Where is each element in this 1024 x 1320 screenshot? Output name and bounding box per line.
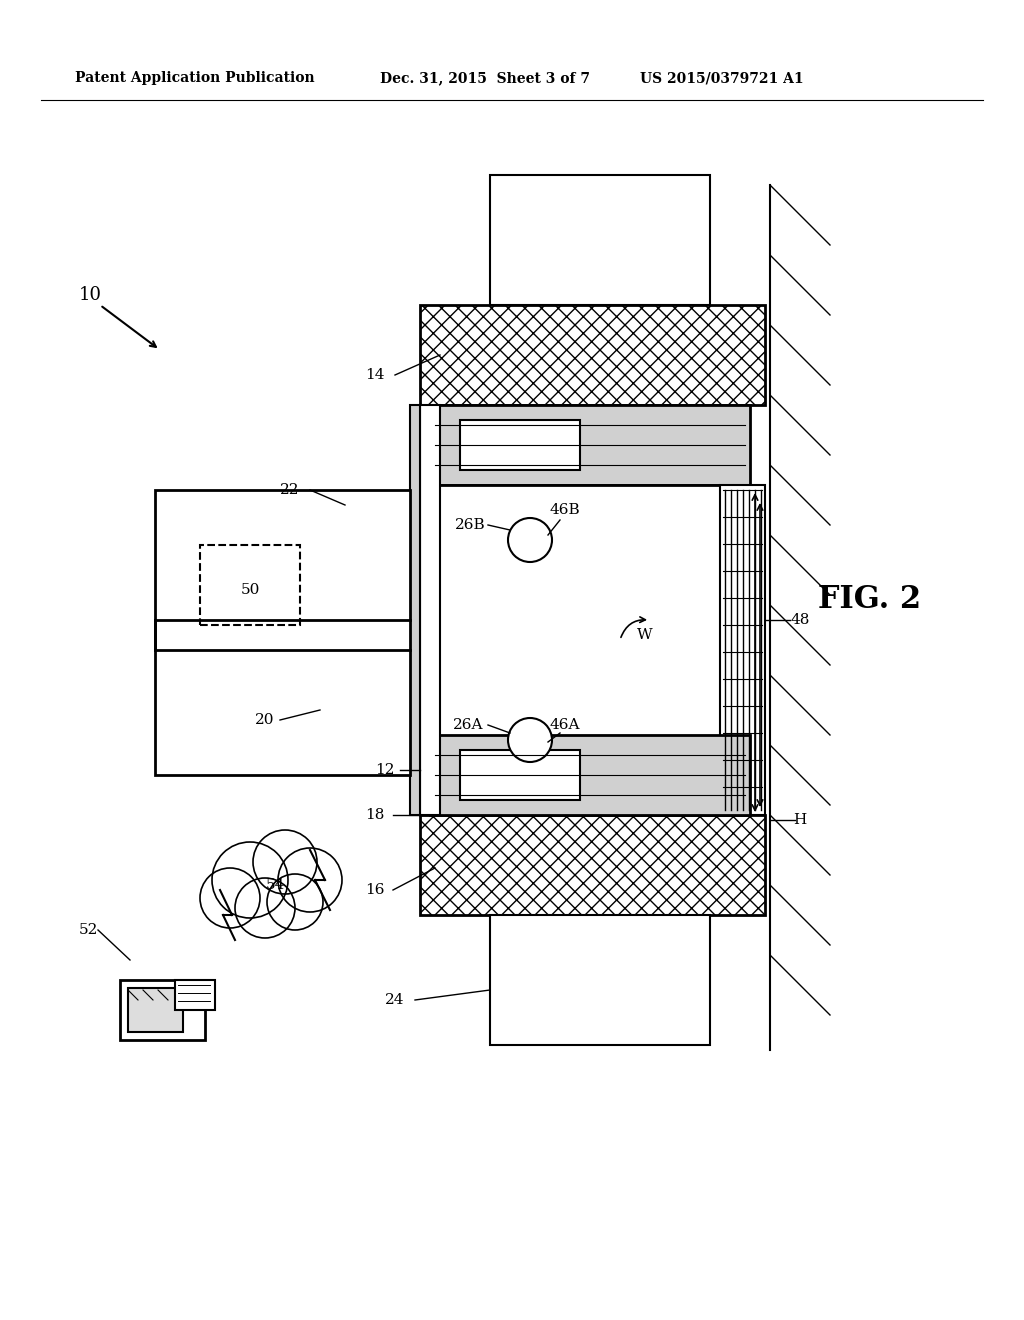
Text: 12: 12: [375, 763, 394, 777]
Text: 54: 54: [265, 878, 285, 892]
Text: 46A: 46A: [550, 718, 581, 733]
Text: 22: 22: [281, 483, 300, 498]
Text: FIG. 2: FIG. 2: [818, 585, 922, 615]
Bar: [430, 484, 750, 814]
Text: 24: 24: [385, 993, 404, 1007]
Bar: [410, 405, 420, 814]
Text: 48: 48: [791, 612, 810, 627]
Text: 18: 18: [366, 808, 385, 822]
Bar: [128, 987, 183, 1032]
Circle shape: [200, 869, 260, 928]
Text: Dec. 31, 2015  Sheet 3 of 7: Dec. 31, 2015 Sheet 3 of 7: [380, 71, 590, 84]
Text: 14: 14: [366, 368, 385, 381]
Bar: [720, 484, 765, 814]
Bar: [120, 979, 205, 1040]
Circle shape: [212, 842, 288, 917]
Text: 20: 20: [255, 713, 274, 727]
Text: 50: 50: [241, 583, 260, 597]
Text: 46B: 46B: [550, 503, 581, 517]
Bar: [490, 915, 710, 1045]
Circle shape: [508, 517, 552, 562]
Circle shape: [234, 878, 295, 939]
Bar: [460, 420, 580, 470]
Circle shape: [278, 847, 342, 912]
Bar: [420, 405, 440, 814]
Text: Patent Application Publication: Patent Application Publication: [75, 71, 314, 84]
Bar: [430, 735, 750, 814]
Text: US 2015/0379721 A1: US 2015/0379721 A1: [640, 71, 804, 84]
Text: H: H: [794, 813, 807, 828]
Text: 10: 10: [79, 286, 101, 304]
Bar: [175, 979, 215, 1010]
Bar: [200, 545, 300, 624]
Circle shape: [508, 718, 552, 762]
Text: 16: 16: [366, 883, 385, 898]
Bar: [420, 814, 765, 915]
Text: W: W: [637, 628, 653, 642]
Text: 26A: 26A: [453, 718, 483, 733]
Bar: [420, 305, 765, 405]
Bar: [155, 490, 410, 775]
Bar: [430, 405, 750, 484]
Circle shape: [267, 874, 323, 931]
Bar: [490, 176, 710, 305]
Text: 52: 52: [78, 923, 97, 937]
Bar: [460, 750, 580, 800]
Text: 26B: 26B: [455, 517, 485, 532]
Circle shape: [253, 830, 317, 894]
